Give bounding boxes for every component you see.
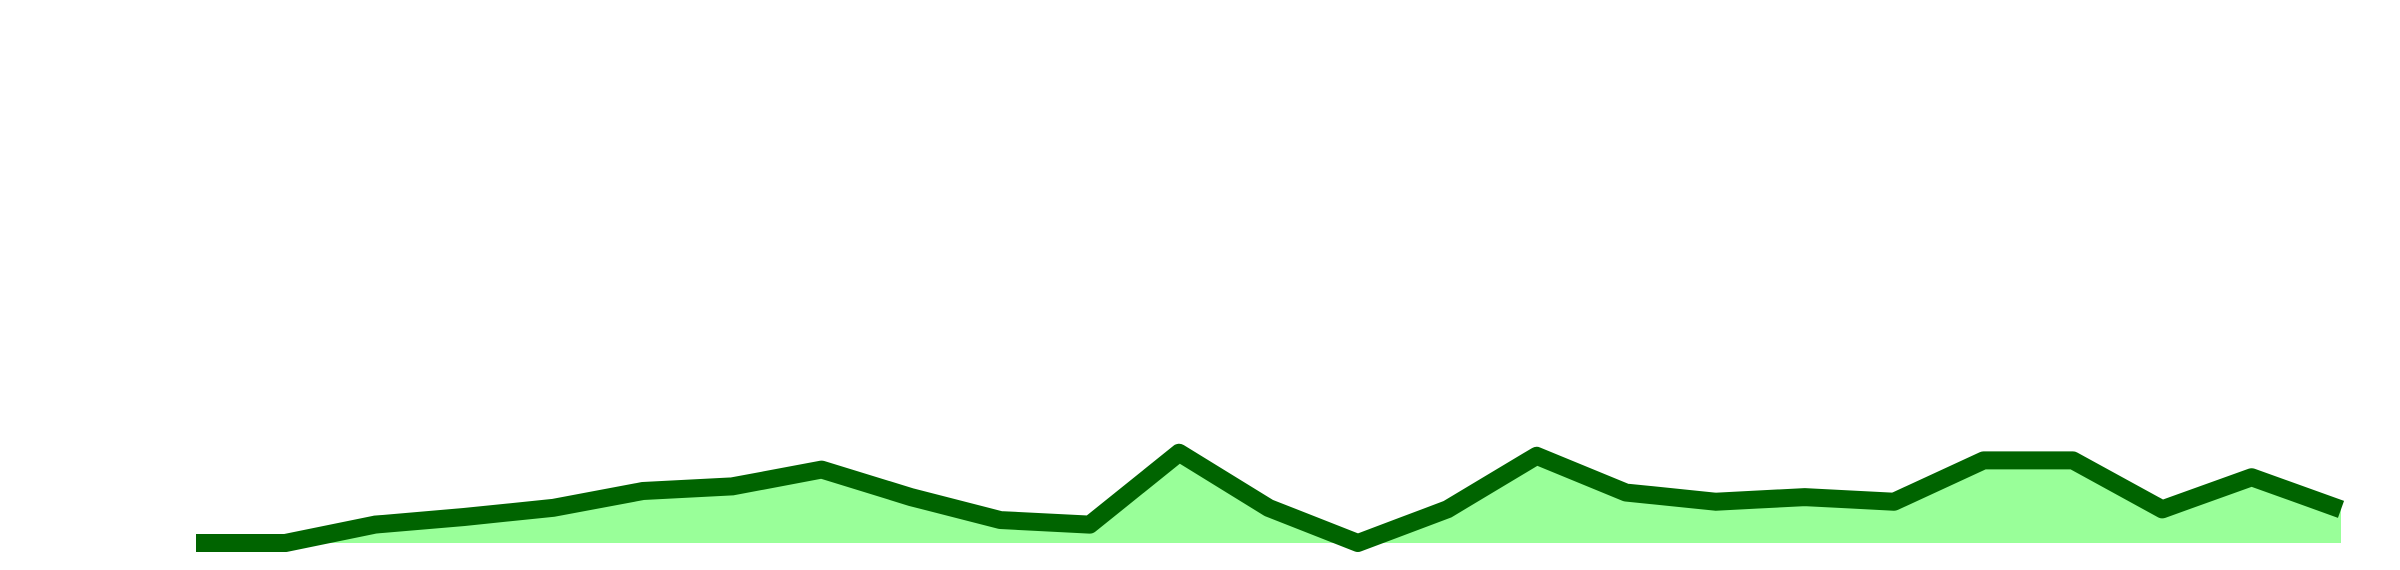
area-fill: [196, 452, 2341, 543]
area-line: [196, 443, 2345, 552]
